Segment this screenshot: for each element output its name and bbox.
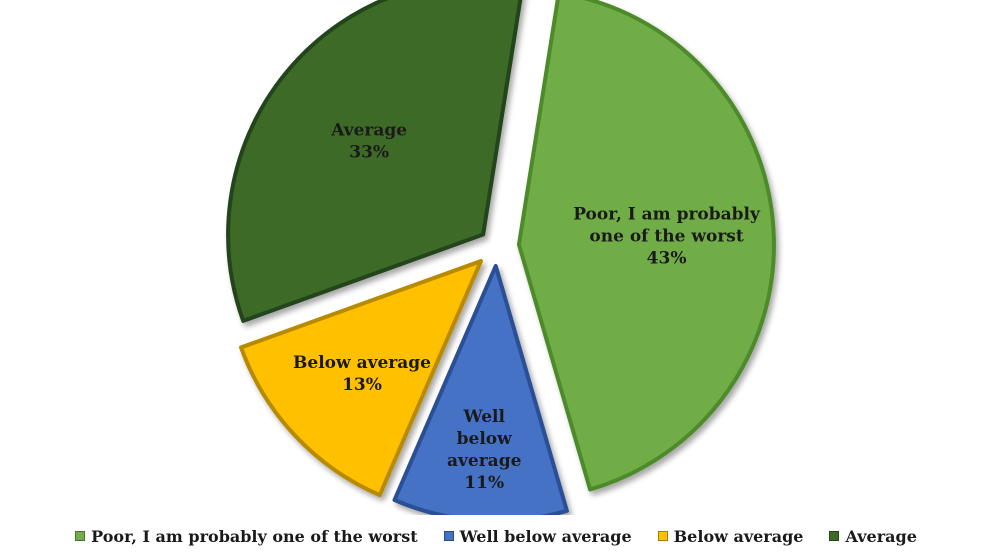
slice-label-poor-i-am-probably-one-of-the-worst: Poor, I am probably one of the worst 43%: [573, 204, 761, 268]
slice-label-line: Well: [462, 407, 505, 427]
legend-swatch: [443, 531, 454, 541]
legend-label: Well below average: [459, 526, 632, 546]
slice-label-below-average: Below average 13%: [293, 353, 431, 395]
pie-slice-well-below-average: [392, 263, 569, 515]
slice-label-line: average: [447, 451, 522, 471]
slice-label-line: 13%: [342, 375, 382, 395]
slice-label-line: Poor, I am probably: [573, 204, 761, 224]
pie-slice-average: [226, 0, 523, 323]
legend-item: Below average: [657, 526, 804, 546]
legend-item: Well below average: [443, 526, 632, 546]
pie-chart: Poor, I am probably one of the worst 43% We…: [226, 0, 776, 515]
slice-label-line: Average: [330, 120, 407, 140]
slice-label-line: below: [457, 429, 512, 449]
slice-label-average: Average 33%: [330, 120, 407, 162]
legend-item: Poor, I am probably one of the worst: [75, 526, 418, 546]
pie-slice-poor-i-am-probably-one-of-the-worst: [516, 0, 776, 492]
slice-label-line: 33%: [349, 142, 389, 162]
chart-legend: Poor, I am probably one of the worst Well…: [0, 522, 992, 550]
legend-label: Below average: [673, 526, 804, 546]
legend-swatch: [657, 531, 668, 541]
legend-label: Average: [845, 526, 917, 546]
pie-slices: [226, 0, 776, 515]
slice-label-line: 43%: [647, 248, 687, 268]
slice-label-well-below-average: Well below average 11%: [447, 407, 522, 493]
legend-swatch: [75, 531, 86, 541]
legend-swatch: [829, 531, 840, 541]
slice-label-line: one of the worst: [589, 226, 743, 246]
pie-slice-labels: Poor, I am probably one of the worst 43% We…: [293, 120, 761, 493]
slice-label-line: 11%: [464, 473, 504, 493]
legend-item: Average: [829, 526, 917, 546]
legend-label: Poor, I am probably one of the worst: [91, 526, 418, 546]
slice-label-line: Below average: [293, 353, 431, 373]
pie-slice-below-average: [239, 259, 483, 498]
